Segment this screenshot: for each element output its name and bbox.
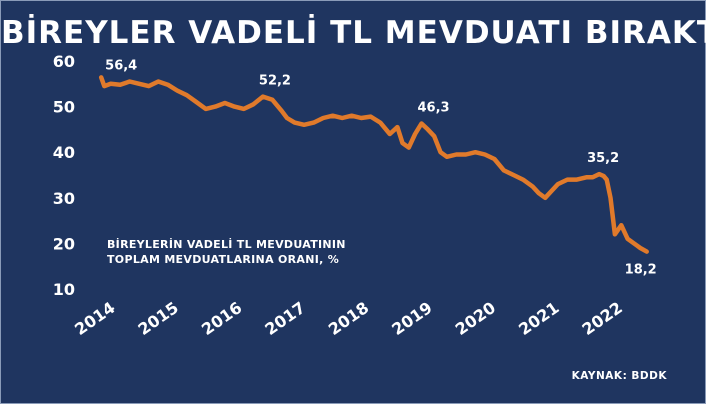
data-label: 52,2 — [259, 74, 291, 89]
x-tick-label: 2020 — [452, 298, 499, 339]
x-tick-label: 2015 — [135, 298, 182, 339]
x-tick-label: 2016 — [198, 298, 245, 339]
data-label: 46,3 — [417, 100, 449, 115]
series-line — [98, 75, 649, 254]
data-label: 35,2 — [587, 151, 619, 166]
data-label: 56,4 — [105, 58, 137, 73]
x-axis: 2014 2015 2016 2017 2018 2019 2020 2021 2022 — [71, 298, 626, 339]
x-tick-label: 2022 — [579, 298, 626, 339]
source-label: KAYNAK: BDDK — [571, 370, 667, 382]
chart-title: BİREYLER VADELİ TL MEVDUATI BIRAKTI — [1, 15, 706, 51]
x-tick-label: 2019 — [388, 298, 435, 339]
y-tick-label: 10 — [53, 280, 75, 299]
y-tick-label: 40 — [53, 143, 75, 162]
x-tick-label: 2021 — [515, 298, 562, 339]
note-line-1: BİREYLERİN VADELİ TL MEVDUATININ — [107, 238, 346, 251]
x-tick-label: 2014 — [71, 298, 118, 339]
y-tick-label: 60 — [53, 52, 75, 71]
x-tick-label: 2018 — [325, 298, 372, 339]
series-group — [98, 75, 649, 254]
x-tick-label: 2017 — [261, 298, 308, 339]
y-tick-label: 50 — [53, 98, 75, 117]
y-tick-label: 30 — [53, 189, 75, 208]
chart-note: BİREYLERİN VADELİ TL MEVDUATININ TOPLAM … — [107, 237, 346, 267]
data-label: 18,2 — [625, 263, 657, 278]
y-axis: 60 50 40 30 20 10 — [53, 52, 75, 299]
y-tick-label: 20 — [53, 234, 75, 253]
annotation-group: 56,4 52,2 46,3 35,2 18,2 — [105, 58, 657, 277]
note-line-2: TOPLAM MEVDUATLARINA ORANI, % — [107, 253, 340, 266]
